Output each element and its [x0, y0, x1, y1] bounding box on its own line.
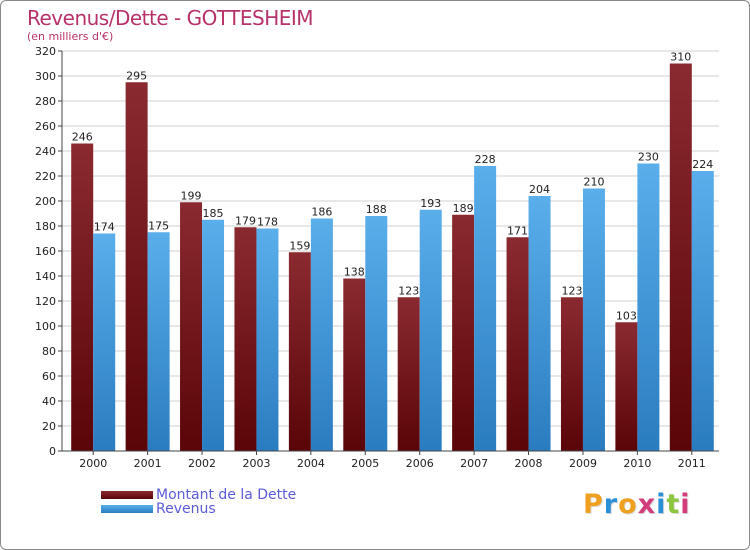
bar-dette	[288, 252, 311, 451]
logo-letter: r	[603, 489, 619, 520]
y-tick-label: 320	[35, 45, 56, 58]
y-tick-label: 20	[42, 420, 56, 433]
chart-title: Revenus/Dette - GOTTESHEIM	[27, 6, 314, 30]
y-tick-label: 80	[42, 345, 56, 358]
bar-revenus	[202, 219, 225, 451]
data-label: 188	[366, 203, 387, 216]
data-label: 178	[257, 216, 278, 229]
logo-letter: i	[680, 489, 691, 520]
bar-revenus	[582, 188, 605, 451]
bars	[71, 63, 714, 451]
data-label: 193	[420, 197, 441, 210]
data-label: 103	[616, 309, 637, 322]
y-tick-label: 240	[35, 145, 56, 158]
bar-revenus	[691, 171, 714, 451]
bar-revenus	[419, 209, 442, 451]
data-label: 224	[692, 158, 713, 171]
logo-letter: x	[637, 489, 657, 520]
y-tick-label: 60	[42, 370, 56, 383]
x-tick-label: 2003	[242, 457, 270, 470]
bar-dette	[615, 322, 638, 451]
data-label: 204	[529, 183, 550, 196]
x-tick-label: 2000	[79, 457, 107, 470]
x-tick-label: 2007	[460, 457, 488, 470]
bar-revenus	[256, 228, 279, 451]
data-label: 179	[235, 214, 256, 227]
bar-dette	[669, 63, 692, 451]
data-label: 189	[453, 202, 474, 215]
y-tick-label: 140	[35, 270, 56, 283]
data-label: 159	[289, 239, 310, 252]
bar-dette	[234, 227, 257, 451]
x-tick-label: 2004	[297, 457, 325, 470]
data-label: 230	[638, 151, 659, 164]
y-tick-label: 280	[35, 95, 56, 108]
axes	[58, 50, 719, 455]
data-label: 246	[72, 131, 93, 144]
data-label: 295	[126, 69, 147, 82]
y-tick-label: 180	[35, 220, 56, 233]
logo-letter: i	[656, 489, 667, 520]
x-tick-label: 2011	[678, 457, 706, 470]
proxiti-logo: Proxiti	[583, 489, 691, 520]
data-label: 175	[148, 219, 169, 232]
logo-letter: t	[666, 489, 681, 520]
bar-dette	[180, 202, 203, 451]
y-tick-label: 160	[35, 245, 56, 258]
x-tick-label: 2010	[623, 457, 651, 470]
x-tick-label: 2001	[134, 457, 162, 470]
bar-dette	[560, 297, 583, 451]
data-label: 174	[94, 221, 115, 234]
x-tick-label: 2008	[515, 457, 543, 470]
legend-label-revenus: Revenus	[156, 501, 216, 517]
data-label: 171	[507, 224, 528, 237]
legend-swatch-dette	[101, 491, 153, 499]
data-label: 138	[344, 266, 365, 279]
legend-label-dette: Montant de la Dette	[156, 487, 297, 503]
labels: 0 20 40 60 80 100 120 140 160 180 200 220 240 260 280 3…	[35, 45, 713, 470]
x-tick-label: 2002	[188, 457, 216, 470]
data-label: 123	[398, 284, 419, 297]
bar-dette	[452, 214, 475, 451]
gridlines	[62, 50, 719, 427]
bar-dette	[125, 82, 148, 451]
bar-revenus	[637, 163, 660, 451]
bar-revenus	[528, 196, 551, 451]
legend-swatch-revenus	[101, 505, 153, 513]
data-label: 310	[670, 51, 691, 64]
x-tick-label: 2005	[351, 457, 379, 470]
data-label: 228	[475, 153, 496, 166]
x-tick-label: 2009	[569, 457, 597, 470]
y-tick-label: 220	[35, 170, 56, 183]
data-label: 123	[561, 284, 582, 297]
data-label: 210	[583, 176, 604, 189]
bar-dette	[506, 237, 529, 451]
bar-revenus	[474, 166, 497, 451]
bar-revenus	[147, 232, 170, 451]
data-label: 185	[203, 207, 224, 220]
y-tick-label: 40	[42, 395, 56, 408]
bar-dette	[71, 143, 94, 451]
y-tick-label: 0	[49, 445, 56, 458]
data-label: 186	[311, 206, 332, 219]
logo-letter: P	[583, 489, 604, 520]
y-tick-label: 200	[35, 195, 56, 208]
x-tick-label: 2006	[406, 457, 434, 470]
chart-subtitle: (en milliers d'€)	[27, 30, 114, 43]
bar-revenus	[93, 233, 116, 451]
data-label: 199	[181, 189, 202, 202]
bar-dette	[397, 297, 420, 451]
y-tick-label: 260	[35, 120, 56, 133]
y-tick-label: 120	[35, 295, 56, 308]
bar-revenus	[365, 216, 388, 451]
y-tick-label: 300	[35, 70, 56, 83]
y-tick-label: 100	[35, 320, 56, 333]
bar-revenus	[310, 218, 333, 451]
bar-dette	[343, 278, 366, 451]
logo-letter: o	[618, 489, 638, 520]
